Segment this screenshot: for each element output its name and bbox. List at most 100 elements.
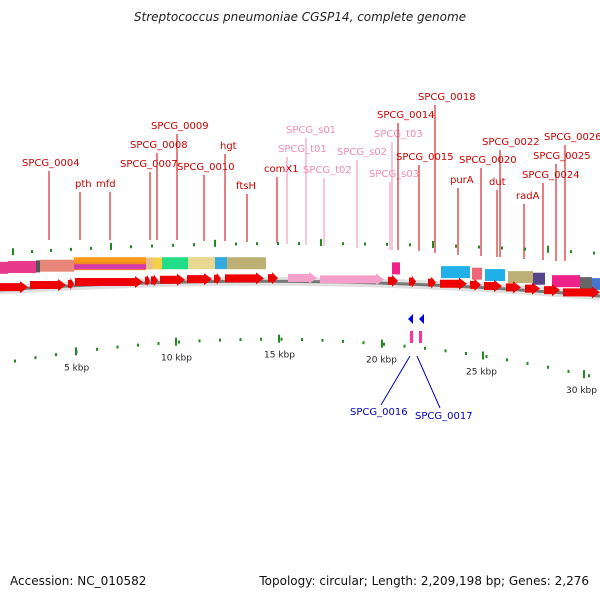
upper-tick — [277, 242, 279, 246]
gene-label-ftsh[interactable]: ftsH — [236, 181, 256, 192]
srna-gene-arrow[interactable] — [320, 273, 384, 286]
scale-minor-tick — [424, 346, 426, 350]
gene-label-spcg-0024[interactable]: SPCG_0024 — [522, 170, 580, 181]
scale-major-tick — [175, 337, 177, 346]
gene-label-spcg-0015[interactable]: SPCG_0015 — [396, 152, 454, 163]
gene-label-spcg-0009[interactable]: SPCG_0009 — [151, 121, 209, 132]
forward-gene-arrow[interactable] — [75, 276, 143, 289]
scale-minor-tick — [362, 341, 365, 345]
functional-color-band — [0, 257, 600, 291]
functional-band-segment — [227, 257, 266, 270]
scale-major-tick — [583, 370, 585, 379]
functional-band-segment — [188, 257, 215, 270]
functional-band-segment — [441, 266, 470, 279]
scale-label: 5 kbp — [64, 363, 90, 373]
reverse-gene-label-spcg-0017[interactable]: SPCG_0017 — [415, 411, 473, 422]
scale-minor-tick — [526, 361, 529, 365]
forward-gene-arrow[interactable] — [428, 276, 436, 289]
functional-band-segment — [472, 267, 482, 280]
gene-label-spcg-0026[interactable]: SPCG_0026 — [544, 132, 600, 143]
reverse-gene-feature-marker — [410, 331, 413, 343]
forward-gene-arrow[interactable] — [151, 274, 158, 287]
forward-gene-arrow[interactable] — [0, 281, 28, 294]
gene-label-spcg-s01[interactable]: SPCG_s01 — [286, 125, 336, 136]
forward-gene-arrow[interactable] — [214, 272, 221, 285]
gene-label-pura[interactable]: purA — [450, 175, 474, 186]
gene-label-spcg-0007[interactable]: SPCG_0007 — [120, 159, 178, 170]
gene-label-spcg-s03[interactable]: SPCG_s03 — [369, 169, 419, 180]
gene-label-spcg-t02[interactable]: SPCG_t02 — [303, 165, 352, 176]
upper-tick — [547, 245, 549, 253]
gene-label-spcg-0020[interactable]: SPCG_0020 — [459, 155, 517, 166]
gene-label-pth[interactable]: pth — [75, 179, 92, 190]
scale-minor-tick — [506, 358, 508, 362]
forward-gene-arrow[interactable] — [388, 274, 398, 287]
gene-label-hgt[interactable]: hgt — [220, 141, 237, 152]
gene-label-spcg-0014[interactable]: SPCG_0014 — [377, 110, 435, 121]
scale-minor-tick — [465, 352, 467, 356]
upper-tick — [364, 242, 366, 246]
upper-tick — [172, 243, 174, 247]
srna-gene-arrow[interactable] — [288, 272, 317, 285]
forward-gene-arrow[interactable] — [225, 272, 264, 285]
scale-label: 10 kbp — [161, 354, 192, 364]
forward-gene-arrow[interactable] — [544, 284, 560, 297]
gene-label-spcg-0010[interactable]: SPCG_0010 — [177, 162, 235, 173]
gene-label-rada[interactable]: radA — [516, 191, 540, 202]
reverse-gene-label-spcg-0016[interactable]: SPCG_0016 — [350, 407, 408, 418]
gene-label-spcg-0004[interactable]: SPCG_0004 — [22, 158, 80, 169]
gene-label-spcg-s02[interactable]: SPCG_s02 — [337, 147, 387, 158]
scale-minor-tick — [157, 341, 160, 345]
upper-tick — [342, 242, 344, 246]
upper-tick — [570, 250, 572, 254]
scale-minor-tick — [239, 338, 242, 342]
forward-gene-arrow[interactable] — [145, 274, 150, 287]
upper-tick — [455, 244, 457, 248]
upper-tick — [70, 247, 72, 251]
reverse-gene-arrow-spcg-0017[interactable] — [419, 314, 424, 324]
functional-band-segment — [8, 261, 36, 274]
scale-minor-tick — [34, 356, 37, 360]
forward-gene-arrow[interactable] — [470, 278, 481, 291]
upper-tick — [151, 244, 153, 248]
forward-gene-arrow[interactable] — [160, 273, 185, 286]
forward-gene-arrow[interactable] — [440, 277, 467, 290]
forward-gene-arrow[interactable] — [268, 272, 278, 285]
functional-band-segment — [592, 278, 600, 291]
upper-tick — [524, 247, 526, 251]
scale-label: 30 kbp — [566, 386, 597, 396]
gene-label-comx1[interactable]: comX1 — [264, 164, 299, 175]
upper-tick — [31, 250, 33, 254]
forward-gene-arrow[interactable] — [187, 273, 212, 286]
forward-gene-arrow[interactable] — [68, 277, 74, 290]
scale-major-tick — [482, 351, 484, 360]
upper-tick — [386, 242, 388, 246]
scale-label: 15 kbp — [264, 351, 295, 361]
scale-minor-tick — [280, 337, 283, 341]
scale-track: 5 kbp 10 kbp 15 kbp 20 kbp 25 kbp 30 kbp — [14, 334, 597, 396]
forward-gene-arrow[interactable] — [506, 281, 521, 294]
scale-minor-tick — [301, 338, 303, 342]
upper-tick — [12, 248, 14, 256]
functional-band-segment — [552, 275, 580, 288]
functional-band-segment — [485, 269, 505, 282]
gene-label-mfd[interactable]: mfd — [96, 179, 116, 190]
gene-label-spcg-0025[interactable]: SPCG_0025 — [533, 151, 591, 162]
scale-minor-tick — [14, 359, 16, 363]
gene-label-spcg-0022[interactable]: SPCG_0022 — [482, 137, 540, 148]
gene-label-dut[interactable]: dut — [489, 177, 506, 188]
reverse-gene-arrow-spcg-0016[interactable] — [408, 314, 413, 324]
genome-summary-label: Topology: circular; Length: 2,209,198 bp… — [259, 574, 589, 588]
gene-label-spcg-0018[interactable]: SPCG_0018 — [418, 92, 476, 103]
functional-band-segment — [392, 262, 400, 275]
gene-label-spcg-0008[interactable]: SPCG_0008 — [130, 140, 188, 151]
scale-minor-tick — [55, 353, 57, 357]
forward-gene-arrow[interactable] — [409, 275, 416, 288]
upper-tick — [478, 245, 480, 249]
forward-gene-arrow[interactable] — [525, 282, 540, 295]
forward-gene-arrow[interactable] — [30, 279, 66, 292]
forward-gene-arrow[interactable] — [563, 286, 600, 299]
forward-gene-arrow[interactable] — [484, 279, 502, 292]
gene-label-spcg-t01[interactable]: SPCG_t01 — [278, 144, 327, 155]
